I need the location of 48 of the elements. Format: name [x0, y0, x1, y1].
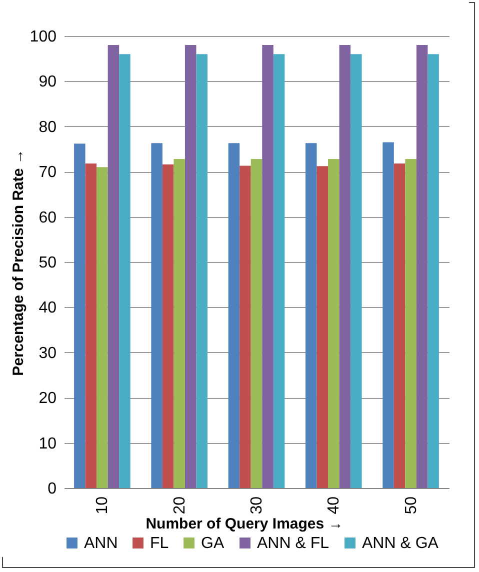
x-axis-title: Number of Query Images → — [146, 515, 344, 532]
legend-label: ANN — [84, 535, 118, 552]
y-axis-title: Percentage of Precision Rate → — [10, 149, 27, 376]
legend-label: GA — [201, 535, 224, 552]
y-tick-label: 30 — [38, 344, 57, 362]
bar — [316, 166, 328, 488]
bar — [428, 54, 439, 488]
bar — [328, 158, 340, 488]
y-tick-label: 70 — [38, 164, 57, 182]
bar — [174, 158, 185, 488]
y-tick-label: 100 — [30, 28, 57, 46]
bar — [350, 54, 362, 488]
bar — [240, 166, 251, 488]
legend-label: ANN & FL — [257, 535, 330, 552]
bar — [151, 143, 162, 488]
bar — [416, 45, 428, 488]
bar — [339, 45, 351, 488]
y-tick-label: 10 — [38, 435, 57, 452]
bar — [273, 54, 285, 488]
y-tick-label: 50 — [38, 254, 57, 272]
y-tick-label: 40 — [38, 300, 57, 317]
y-tick-label: 20 — [38, 390, 57, 408]
bar — [262, 45, 274, 488]
y-tick-label: 0 — [48, 480, 57, 498]
x-tick-label: 40 — [326, 496, 343, 514]
x-tick-label: 50 — [402, 496, 420, 514]
bar — [96, 167, 108, 488]
bar — [228, 143, 240, 488]
y-tick-label: 60 — [38, 209, 57, 226]
x-tick-label: 30 — [248, 496, 266, 514]
bar — [305, 143, 317, 488]
bar — [184, 45, 196, 488]
y-tick-label: 90 — [38, 74, 57, 91]
bar — [85, 163, 97, 488]
bar — [74, 144, 86, 488]
bar — [108, 45, 120, 488]
legend-label: ANN & GA — [362, 535, 439, 552]
bar — [162, 164, 174, 488]
bar — [394, 163, 406, 488]
x-tick-label: 20 — [171, 496, 188, 514]
y-tick-label: 80 — [38, 118, 57, 136]
bar — [405, 158, 416, 488]
bar — [382, 142, 394, 488]
legend-label: FL — [150, 535, 169, 552]
bar — [119, 54, 130, 488]
bar — [250, 158, 262, 488]
x-tick-label: 10 — [94, 496, 112, 514]
bar — [196, 54, 208, 488]
